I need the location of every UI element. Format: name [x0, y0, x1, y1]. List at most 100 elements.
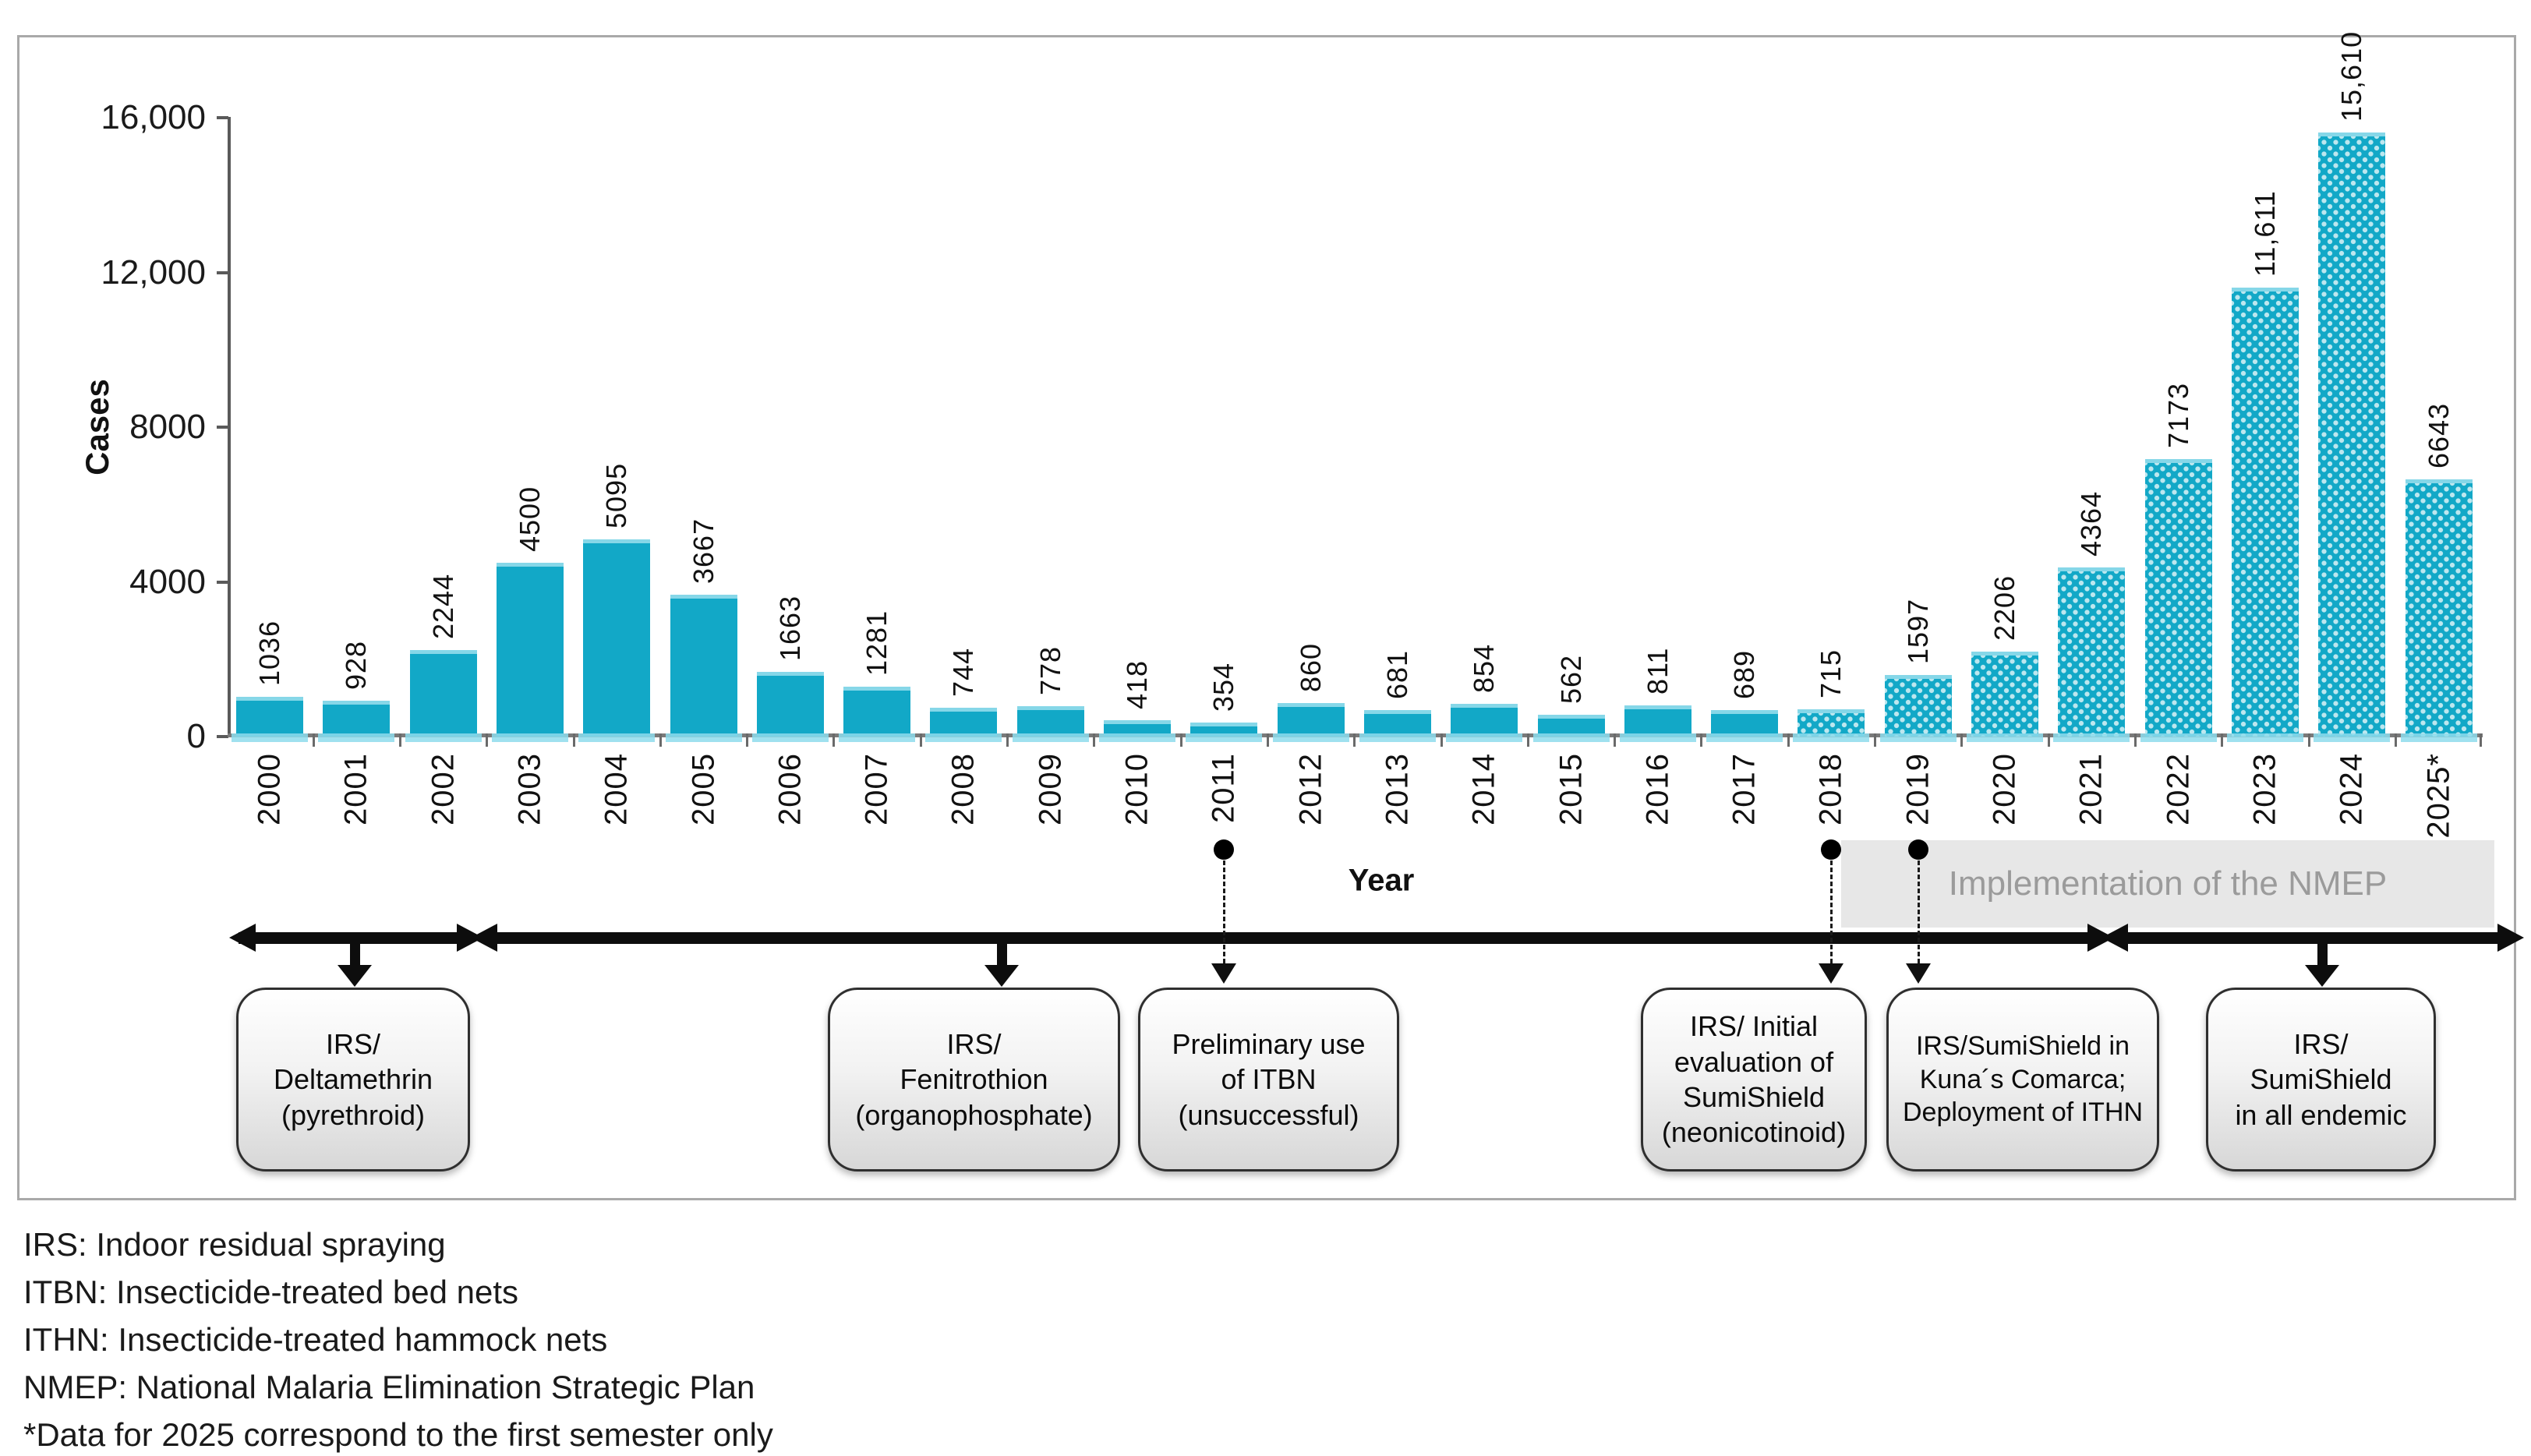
- bar-value-label: 744: [947, 648, 980, 698]
- x-axis-title: Year: [1348, 863, 1415, 898]
- x-tick-label: 2011: [1206, 753, 1241, 824]
- bar-value-label: 778: [1034, 646, 1066, 696]
- callout-line: Deployment of ITHN: [1903, 1097, 2143, 1128]
- dashed-arrow-head-2011: [1211, 963, 1237, 984]
- bar-base-strip: [1793, 733, 1870, 742]
- bar-2014: [1451, 703, 1518, 737]
- bar-base-strip: [405, 733, 482, 742]
- y-axis-line: [228, 117, 231, 737]
- dashed-arrow-head-2019: [1905, 963, 1931, 984]
- x-tick-label: 2013: [1380, 753, 1415, 825]
- callout-line: SumiShield: [2250, 1063, 2392, 1096]
- x-tick-label: 2010: [1119, 753, 1154, 825]
- bar-base-strip: [665, 733, 742, 742]
- timeline-dot-2019: [1907, 839, 1928, 860]
- y-tick-mark: [217, 116, 228, 119]
- bar-2016: [1624, 705, 1691, 737]
- bar-2002: [409, 649, 477, 737]
- y-tick-label: 12,000: [101, 253, 206, 292]
- x-tick-mark: [312, 733, 315, 747]
- x-tick-mark: [2047, 733, 2050, 747]
- dashed-arrow-head-2018: [1819, 963, 1844, 984]
- x-tick-label: 2016: [1640, 753, 1675, 825]
- bar-2013: [1363, 710, 1431, 737]
- bar-value-label: 354: [1207, 663, 1240, 712]
- x-tick-mark: [1526, 733, 1529, 747]
- bar-base-strip: [2140, 733, 2217, 742]
- callout-line: IRS/SumiShield in: [1915, 1030, 2130, 1061]
- bar-2025: [2405, 479, 2473, 737]
- x-tick-label: 2005: [686, 753, 720, 825]
- callout-sumishield-endemic: IRS/SumiShield in all endemic: [2206, 988, 2436, 1172]
- x-tick-label: 2001: [338, 753, 373, 825]
- bar-2019: [1884, 674, 1952, 737]
- bar-base-strip: [2053, 733, 2130, 742]
- bar-value-label: 5095: [600, 463, 633, 529]
- solid-down-arrow-shaft: [2317, 944, 2328, 965]
- bar-2000: [236, 696, 303, 737]
- y-tick-label: 8000: [129, 408, 206, 446]
- bar-value-label: 2206: [1988, 574, 2020, 641]
- x-tick-mark: [1440, 733, 1443, 747]
- x-tick-label: 2003: [512, 753, 547, 825]
- bar-base-strip: [491, 733, 568, 742]
- bar-2022: [2144, 459, 2212, 737]
- x-tick-mark: [2307, 733, 2310, 747]
- footnote-line: *Data for 2025 correspond to the first s…: [23, 1416, 773, 1453]
- bar-value-label: 854: [1468, 643, 1501, 693]
- bar-2020: [1971, 651, 2038, 737]
- x-tick-mark: [659, 733, 662, 747]
- timeline-segment: [239, 932, 468, 944]
- x-tick-label: 2025*: [2421, 753, 2455, 839]
- callout-line: (organophosphate): [855, 1098, 1093, 1131]
- callout-sumishield-kuna: IRS/SumiShield in Kuna´s Comarca; Deployme…: [1886, 988, 2159, 1172]
- bar-value-label: 928: [340, 640, 373, 690]
- bar-2006: [756, 672, 824, 737]
- bar-base-strip: [1359, 733, 1436, 742]
- bar-base-strip: [578, 733, 656, 742]
- bar-base-strip: [1272, 733, 1349, 742]
- bar-base-strip: [2226, 733, 2303, 742]
- bar-value-label: 7173: [2162, 382, 2194, 449]
- nmep-implementation-band: Implementation of the NMEP: [1841, 840, 2494, 928]
- bar-base-strip: [1706, 733, 1783, 742]
- x-tick-mark: [1960, 733, 1964, 747]
- x-tick-label: 2024: [2334, 753, 2369, 825]
- footnote-line: ITHN: Insecticide-treated hammock nets: [23, 1321, 608, 1358]
- x-tick-mark: [832, 733, 836, 747]
- solid-down-arrow-head: [338, 965, 372, 987]
- bar-value-label: 1597: [1901, 598, 1934, 664]
- bar-base-strip: [1619, 733, 1696, 742]
- bar-2017: [1711, 709, 1779, 737]
- x-tick-label: 2018: [1813, 753, 1848, 825]
- callout-deltamethrin: IRS/Deltamethrin (pyrethroid): [236, 988, 470, 1172]
- timeline-dot-2011: [1214, 839, 1235, 860]
- bar-base-strip: [925, 733, 1002, 742]
- bar-value-label: 562: [1554, 655, 1587, 705]
- bar-base-strip: [318, 733, 395, 742]
- x-tick-mark: [2133, 733, 2137, 747]
- solid-down-arrow-shaft: [997, 944, 1007, 965]
- callout-line: Preliminary use: [1172, 1027, 1366, 1060]
- callout-line: IRS/: [2293, 1027, 2349, 1060]
- bar-value-label: 15,610: [2335, 31, 2368, 122]
- timeline-segment: [485, 932, 2091, 944]
- x-tick-label: 2023: [2247, 753, 2282, 825]
- x-tick-mark: [1093, 733, 1096, 747]
- bar-value-label: 418: [1121, 660, 1153, 710]
- y-tick-label: 16,000: [101, 98, 206, 136]
- bar-2012: [1277, 703, 1345, 737]
- dashed-connector-2018: [1830, 861, 1833, 963]
- x-tick-label: 2021: [2073, 753, 2109, 825]
- bar-value-label: 681: [1380, 650, 1413, 700]
- bar-base-strip: [839, 733, 916, 742]
- bar-2005: [670, 595, 737, 737]
- bar-base-strip: [2314, 733, 2391, 742]
- x-tick-label: 2000: [252, 753, 287, 825]
- bar-2009: [1016, 706, 1084, 737]
- footnote-line: ITBN: Insecticide-treated bed nets: [23, 1274, 518, 1310]
- callout-sumishield-eval: IRS/ Initial evaluation of SumiShield (neon…: [1641, 988, 1867, 1172]
- bar-base-strip: [1446, 733, 1523, 742]
- x-tick-label: 2017: [1727, 753, 1762, 825]
